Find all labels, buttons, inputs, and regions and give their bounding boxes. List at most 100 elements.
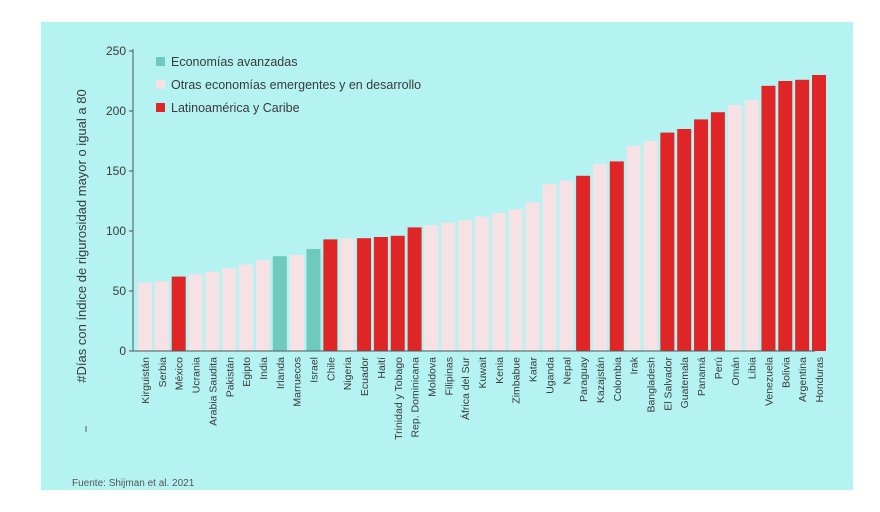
x-tick-label: Zimbabue (511, 357, 523, 404)
x-tick-label: Paraguay (578, 356, 590, 402)
x-tick-label: Bangladesh (646, 357, 658, 413)
bar-katar (525, 202, 540, 351)
x-tick-label: Nepal (561, 357, 573, 384)
x-tick-label: Argentina (797, 357, 809, 402)
bar-moldova (424, 225, 439, 351)
bar-egipto (239, 264, 254, 351)
bar-argentina (795, 79, 810, 352)
bar-guatemala (677, 129, 692, 351)
legend-swatch-other (156, 80, 165, 89)
bar-haití (373, 237, 388, 351)
x-tick-label: Rep. Dominicana (410, 357, 422, 438)
bar-honduras (812, 75, 826, 351)
bar-venezuela (761, 85, 776, 352)
bar-ecuador (357, 238, 372, 351)
x-tick-label: Perú (713, 357, 725, 379)
bars (138, 75, 826, 352)
x-tick-label: Filipinas (443, 357, 455, 396)
x-tick-label: India (258, 357, 270, 380)
x-tick-label: Serbia (157, 357, 169, 388)
bar-kuwait (475, 216, 489, 351)
y-tick-label: 200 (106, 104, 126, 118)
y-tick-label: 0 (119, 344, 126, 358)
x-tick-label: Pakistán (224, 357, 236, 397)
x-tick-label: Moldova (426, 357, 438, 397)
x-tick-label: Guatemala (679, 357, 691, 409)
bar-omán (727, 105, 742, 351)
legend-label-other: Otras economías emergentes y en desarrol… (171, 78, 421, 92)
x-tick-label: Uganda (544, 357, 556, 394)
x-tick-label: Haití (376, 357, 388, 379)
x-tick-label: Kazajstán (595, 357, 607, 403)
bar-zimbabue (508, 209, 523, 351)
bar-filipinas (441, 222, 456, 351)
legend: Economías avanzadas Otras economías emerg… (156, 55, 421, 115)
bar-kenia (491, 213, 506, 351)
legend-label-advanced: Economías avanzadas (171, 55, 297, 69)
x-tick-label: Honduras (814, 357, 826, 403)
x-tick-label: Colombia (612, 357, 624, 402)
bar-kirguistán (138, 282, 152, 351)
x-tick-label: Chile (325, 357, 337, 381)
bar-nepal (559, 180, 574, 351)
source-note: Fuente: Shijman et al. 2021 (72, 478, 195, 489)
x-tick-label: Bolivia (780, 357, 792, 388)
bar-panamá (694, 119, 709, 352)
bar-chile (323, 239, 338, 351)
x-tick-label: Ecuador (359, 356, 371, 396)
bar-irlanda (272, 256, 287, 351)
x-tick-label: Marruecos (292, 357, 304, 407)
y-tick-label: 50 (113, 284, 127, 298)
y-tick-label: 100 (106, 224, 126, 238)
x-tick-label: Omán (730, 357, 742, 386)
x-tick-label: Kirguistán (140, 357, 152, 404)
bar-kazajstán (592, 163, 607, 351)
bar-bangladesh (643, 141, 658, 351)
bar-serbia (154, 281, 169, 351)
y-tick-label: 250 (106, 44, 126, 58)
legend-swatch-latam (156, 103, 165, 112)
x-tick-label: Irak (629, 356, 641, 374)
bar-arabia-saudita (205, 271, 220, 351)
x-tick-label: Egipto (241, 357, 253, 387)
axes: 0 50 100 150 200 250 (85, 44, 815, 432)
x-tick-label: Libia (747, 357, 759, 379)
bar-paraguay (576, 175, 591, 351)
x-tick-label: Arabia Saudita (207, 357, 219, 426)
bar-ucrania (188, 274, 203, 351)
bar-el-salvador (660, 132, 675, 351)
bar-áfrica-del-sur (458, 220, 473, 351)
bar-colombia (609, 161, 624, 351)
bar-nigeria (340, 238, 355, 351)
x-tick-label: Kenia (494, 357, 506, 384)
bar-irak (626, 145, 641, 351)
x-tick-label: Venezuela (763, 357, 775, 406)
bar-méxico (171, 276, 186, 351)
y-axis-label: #Días con índice de rigurosidad mayor o … (74, 89, 89, 382)
x-tick-label: África del Sur (459, 357, 472, 421)
x-tick-labels: Kirguistán Serbia México Ucrania Arabia Saud… (140, 356, 826, 440)
bar-marruecos (289, 255, 304, 351)
x-tick-label: Ucrania (191, 357, 203, 393)
bar-perú (710, 112, 725, 351)
x-tick-label: Nigeria (342, 357, 354, 390)
x-tick-label: Trinidad y Tobago (393, 357, 405, 440)
x-tick-label: Irlanda (275, 357, 287, 389)
legend-swatch-advanced (156, 57, 165, 66)
bar-uganda (542, 184, 557, 351)
bar-rep-dominicana (407, 227, 422, 351)
x-tick-label: Kuwait (477, 357, 489, 389)
x-tick-label: Israel (309, 357, 321, 383)
bar-trinidad-y-tobago (390, 235, 405, 351)
bar-libia (744, 100, 759, 351)
legend-label-latam: Latinoamérica y Caribe (171, 101, 300, 115)
bar-pakistán (222, 268, 237, 351)
bar-bolivia (778, 81, 793, 351)
x-tick-label: México (174, 357, 186, 390)
bar-india (255, 259, 270, 351)
x-tick-label: Panamá (696, 357, 708, 396)
x-tick-label: Katar (528, 357, 540, 383)
bar-israel (306, 249, 321, 351)
x-tick-label: El Salvador (662, 357, 674, 411)
